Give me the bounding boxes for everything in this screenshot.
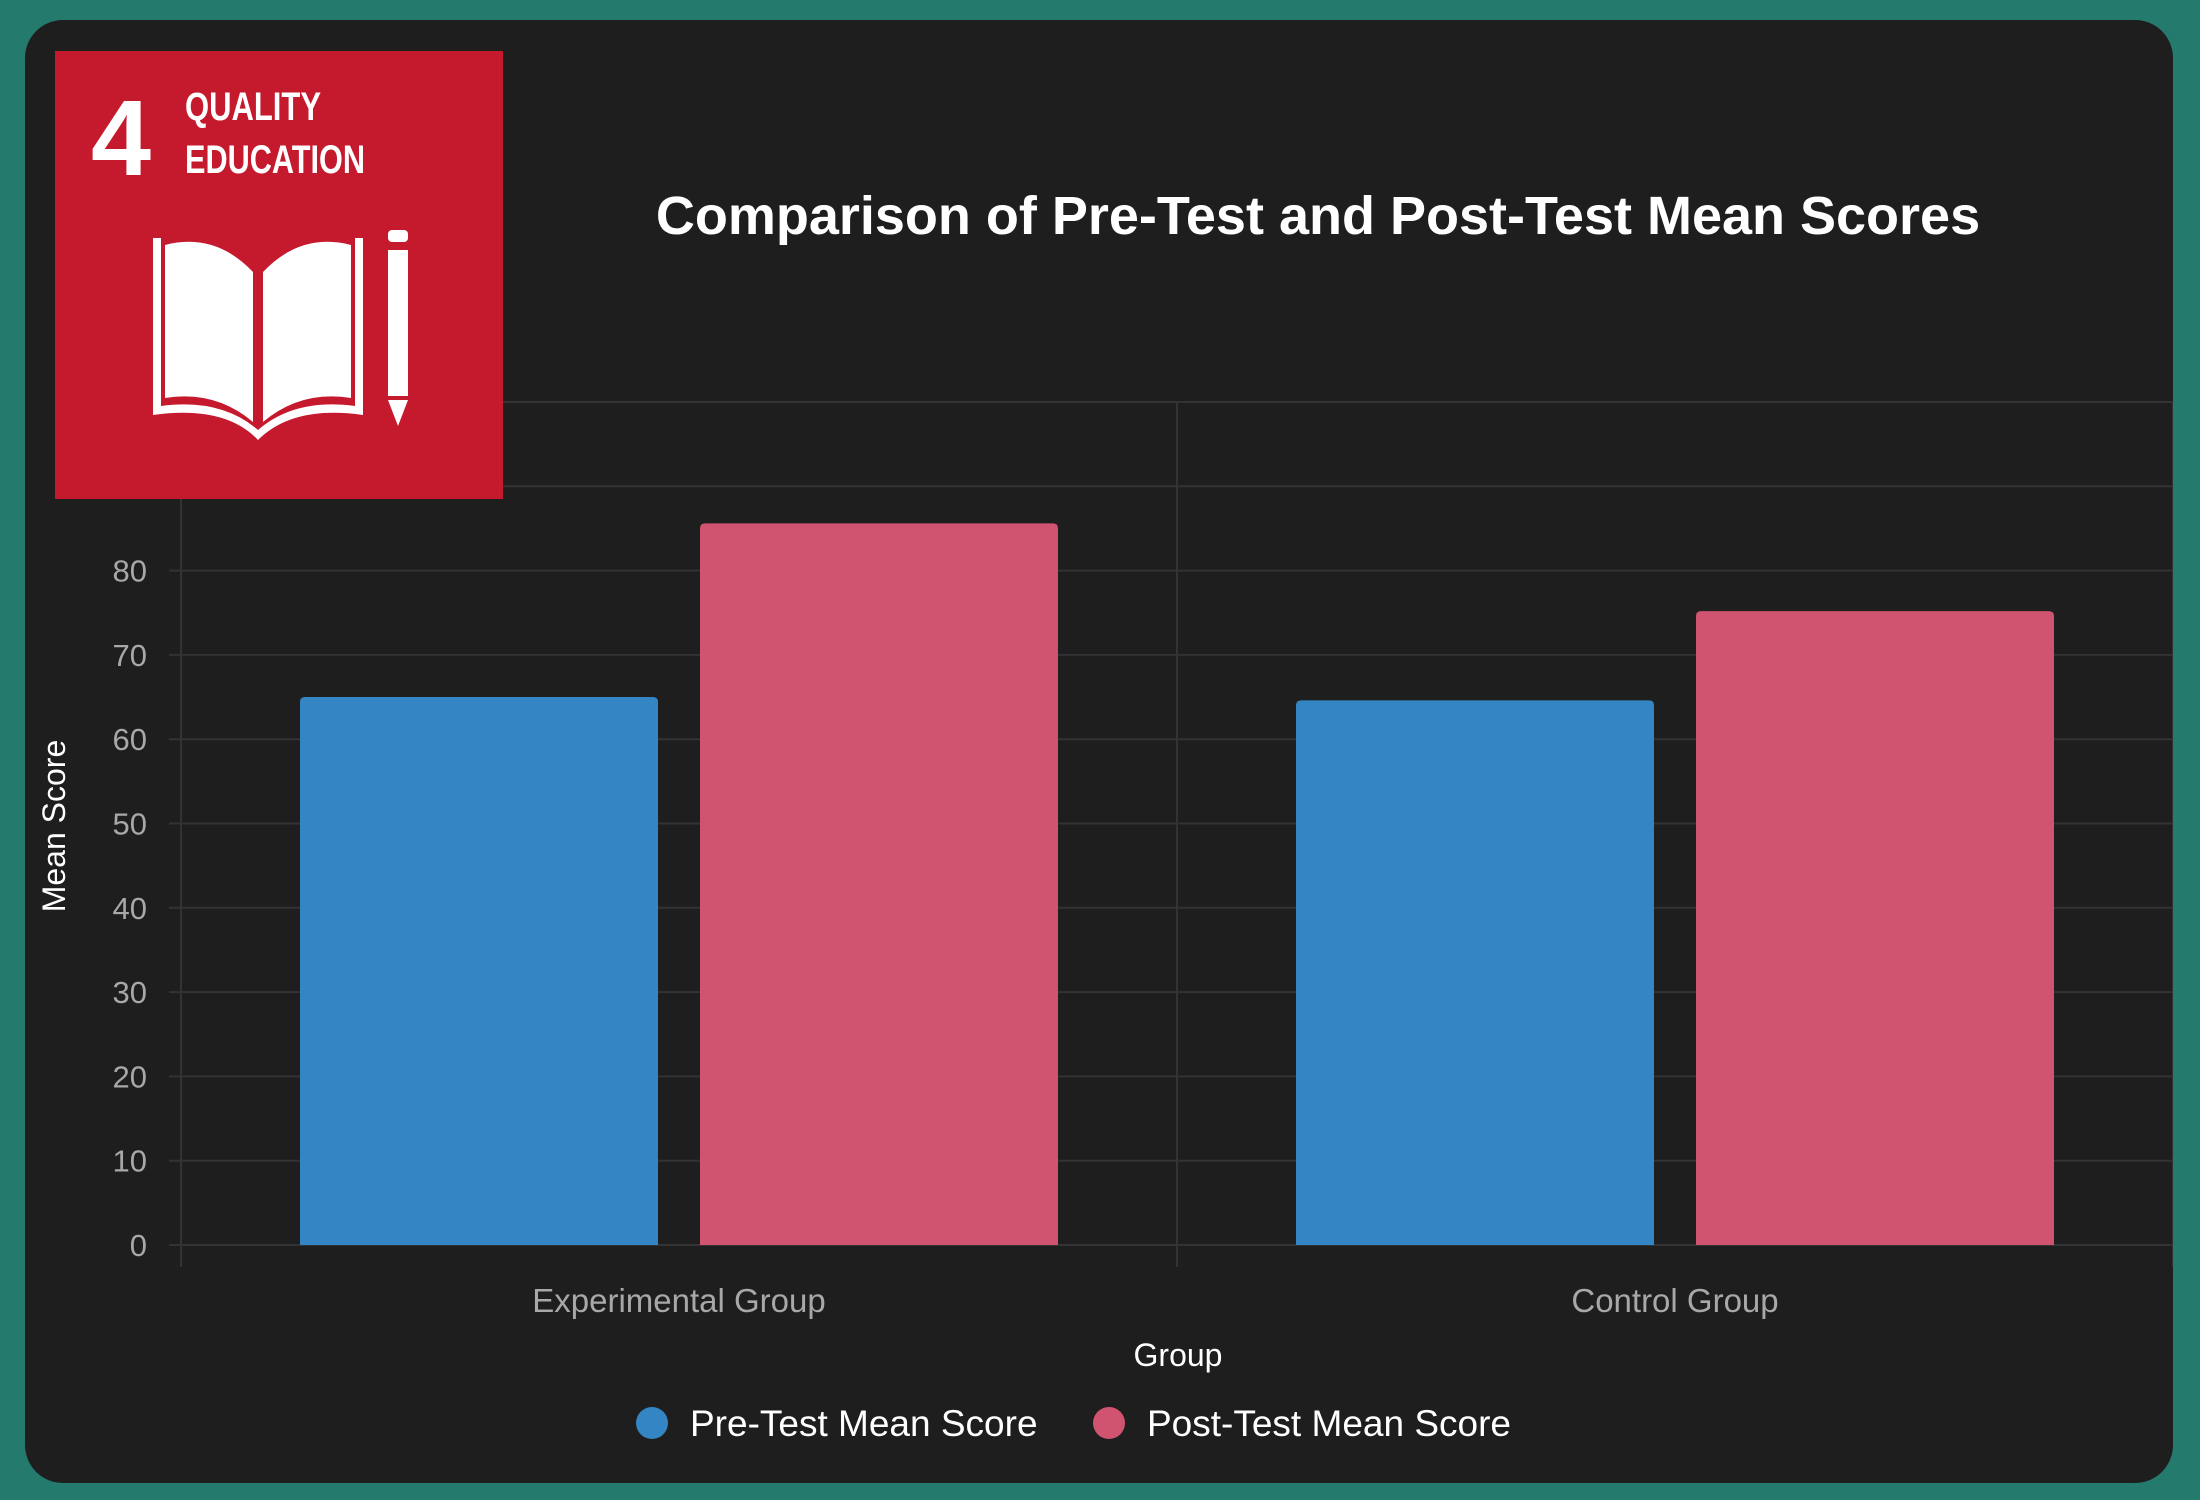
legend-swatch-pre-test <box>636 1407 668 1439</box>
y-tick-label: 30 <box>113 975 147 1010</box>
y-tick-label: 60 <box>113 722 147 757</box>
x-category-label: Control Group <box>1571 1282 1778 1319</box>
legend-label-pre-test: Pre-Test Mean Score <box>690 1403 1038 1444</box>
legend-item-pre-test[interactable]: Pre-Test Mean Score <box>636 1403 1038 1444</box>
legend-item-post-test[interactable]: Post-Test Mean Score <box>1093 1403 1511 1444</box>
y-tick-labels: 0 10 20 30 40 50 60 70 80 <box>113 554 147 1263</box>
legend: Pre-Test Mean Score Post-Test Mean Score <box>636 1403 1511 1444</box>
y-tick-label: 20 <box>113 1059 147 1094</box>
y-tick-label: 40 <box>113 891 147 926</box>
bar-pre-test-control[interactable] <box>1296 700 1654 1245</box>
y-tick-label: 0 <box>130 1228 147 1263</box>
legend-swatch-post-test <box>1093 1407 1125 1439</box>
y-tick-label: 50 <box>113 807 147 842</box>
logo-number: 4 <box>91 77 151 198</box>
chart-card: 0 10 20 30 40 50 60 70 80 Experimental Group Cont… <box>25 20 2173 1483</box>
logo-line1: QUALITY <box>185 85 321 129</box>
bars <box>300 523 2054 1245</box>
chart-title: Comparison of Pre-Test and Post-Test Mea… <box>656 186 1980 246</box>
y-tick-label: 70 <box>113 638 147 673</box>
bar-post-test-control[interactable] <box>1696 611 2054 1245</box>
bar-post-test-experimental[interactable] <box>700 523 1058 1245</box>
y-tick-label: 80 <box>113 554 147 589</box>
legend-label-post-test: Post-Test Mean Score <box>1147 1403 1511 1444</box>
book-and-pencil-icon <box>153 230 408 440</box>
x-axis-title: Group <box>1134 1337 1223 1373</box>
y-tick-label: 10 <box>113 1144 147 1179</box>
logo-line2: EDUCATION <box>185 138 365 182</box>
sdg-logo: 4 QUALITY EDUCATION <box>55 51 503 499</box>
chart-canvas: 0 10 20 30 40 50 60 70 80 Experimental Group Cont… <box>36 51 2173 1444</box>
bar-pre-test-experimental[interactable] <box>300 697 658 1245</box>
y-axis-title: Mean Score <box>36 740 72 913</box>
x-category-label: Experimental Group <box>532 1282 825 1319</box>
x-category-labels: Experimental Group Control Group <box>532 1282 1778 1319</box>
